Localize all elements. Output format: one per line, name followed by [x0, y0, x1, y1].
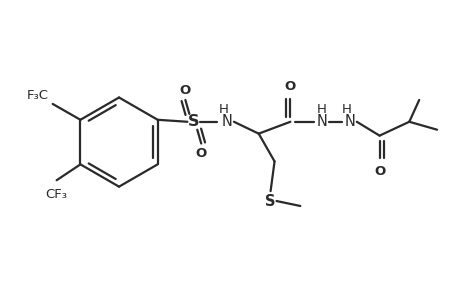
Text: F₃C: F₃C: [27, 89, 49, 102]
Text: CF₃: CF₃: [45, 188, 67, 201]
Text: N: N: [344, 114, 354, 129]
Text: O: O: [179, 84, 190, 97]
Text: N: N: [221, 114, 232, 129]
Text: H: H: [317, 103, 326, 116]
Text: O: O: [284, 80, 296, 93]
Text: N: N: [316, 114, 327, 129]
Text: H: H: [341, 103, 351, 116]
Text: H: H: [218, 103, 229, 116]
Text: S: S: [187, 114, 199, 129]
Text: S: S: [265, 194, 275, 208]
Text: O: O: [195, 147, 207, 160]
Text: O: O: [373, 165, 384, 178]
